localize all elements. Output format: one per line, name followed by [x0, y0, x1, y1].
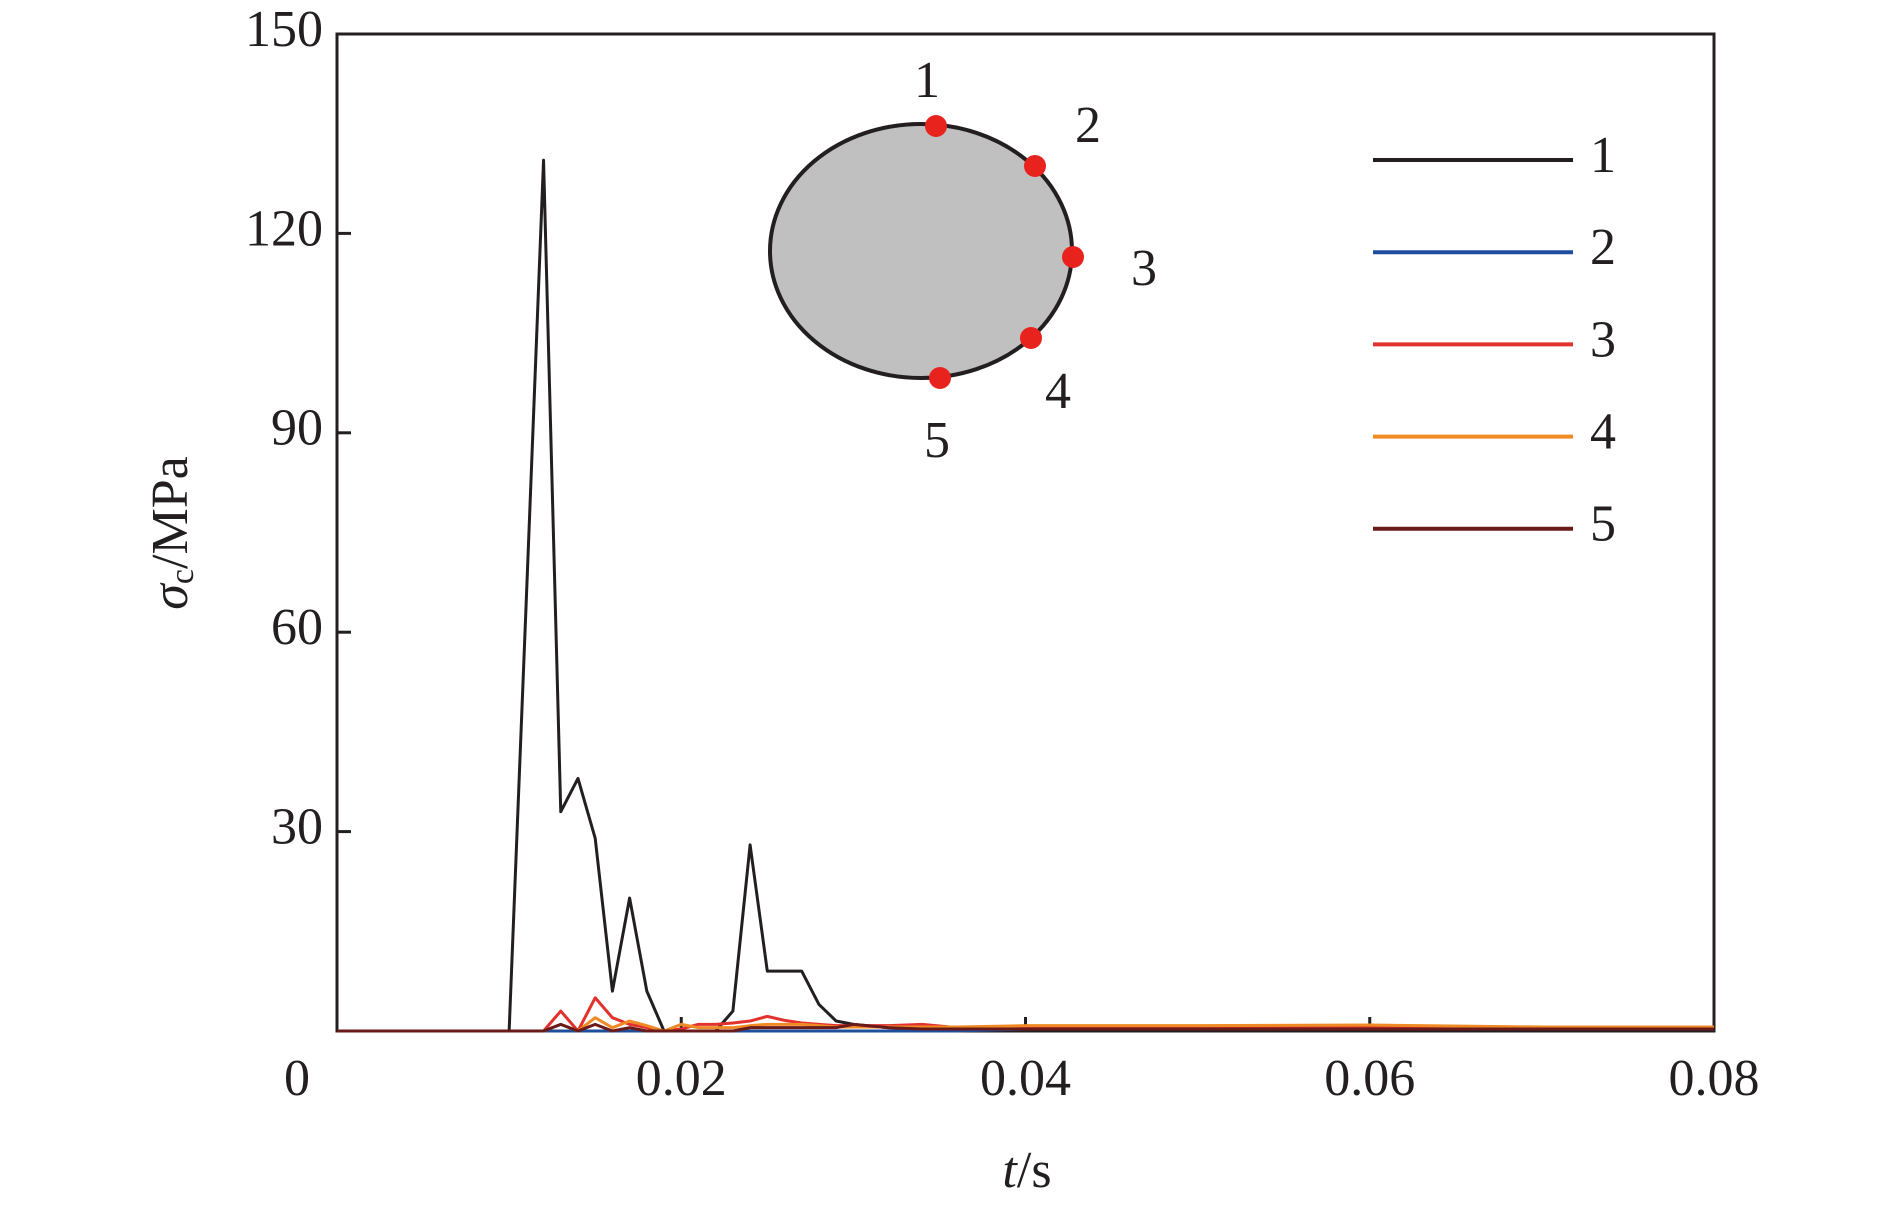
x-tick-label: 0.06: [1324, 1050, 1415, 1107]
inset-label: 3: [1131, 240, 1157, 297]
inset-label: 5: [924, 412, 950, 469]
y-axis-label: σc/MPa: [142, 456, 201, 609]
inset-dot: [1062, 246, 1084, 268]
y-label-unit: /MPa: [142, 456, 199, 569]
x-tick-label: 0: [284, 1050, 310, 1107]
y-tick-label: 120: [245, 200, 323, 257]
legend-label: 2: [1590, 219, 1616, 276]
legend-label: 5: [1590, 496, 1616, 553]
legend-label: 1: [1590, 127, 1616, 184]
legend-label: 3: [1590, 311, 1616, 368]
y-tick-label: 60: [271, 599, 323, 656]
inset: 1 2 3 4 5: [768, 52, 1157, 469]
legend-label: 4: [1590, 404, 1616, 461]
inset-dot: [1024, 155, 1046, 177]
inset-label: 1: [914, 52, 940, 109]
y-tick-label: 90: [271, 400, 323, 457]
x-label-symbol: t: [1002, 1142, 1018, 1199]
inset-dot: [1020, 327, 1042, 349]
x-label-unit: /s: [1017, 1142, 1052, 1199]
y-label-subscript: c: [164, 569, 201, 584]
x-tick-label: 0.08: [1669, 1050, 1760, 1107]
x-tick-label: 0.04: [980, 1050, 1071, 1107]
y-label-symbol: σ: [142, 582, 199, 610]
y-tick-label: 150: [245, 1, 323, 58]
y-tick-label: 30: [271, 799, 323, 856]
inset-dot: [929, 367, 951, 389]
inset-label: 2: [1075, 97, 1101, 154]
x-axis-label: t/s: [1002, 1142, 1051, 1199]
inset-dot: [925, 115, 947, 137]
series-line: [337, 1022, 1714, 1033]
x-tick-label: 0.02: [636, 1050, 727, 1107]
inset-label: 4: [1045, 363, 1071, 420]
